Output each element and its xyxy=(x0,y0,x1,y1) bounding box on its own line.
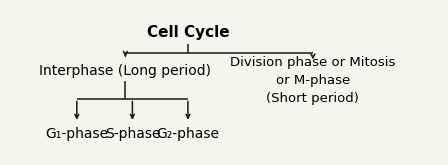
Text: Cell Cycle: Cell Cycle xyxy=(146,25,229,40)
Text: Division phase or Mitosis
or M-phase
(Short period): Division phase or Mitosis or M-phase (Sh… xyxy=(230,56,396,105)
Text: G₂-phase: G₂-phase xyxy=(156,127,220,141)
Text: Interphase (Long period): Interphase (Long period) xyxy=(39,64,211,78)
Text: G₁-phase: G₁-phase xyxy=(45,127,108,141)
Text: S-phase: S-phase xyxy=(105,127,160,141)
